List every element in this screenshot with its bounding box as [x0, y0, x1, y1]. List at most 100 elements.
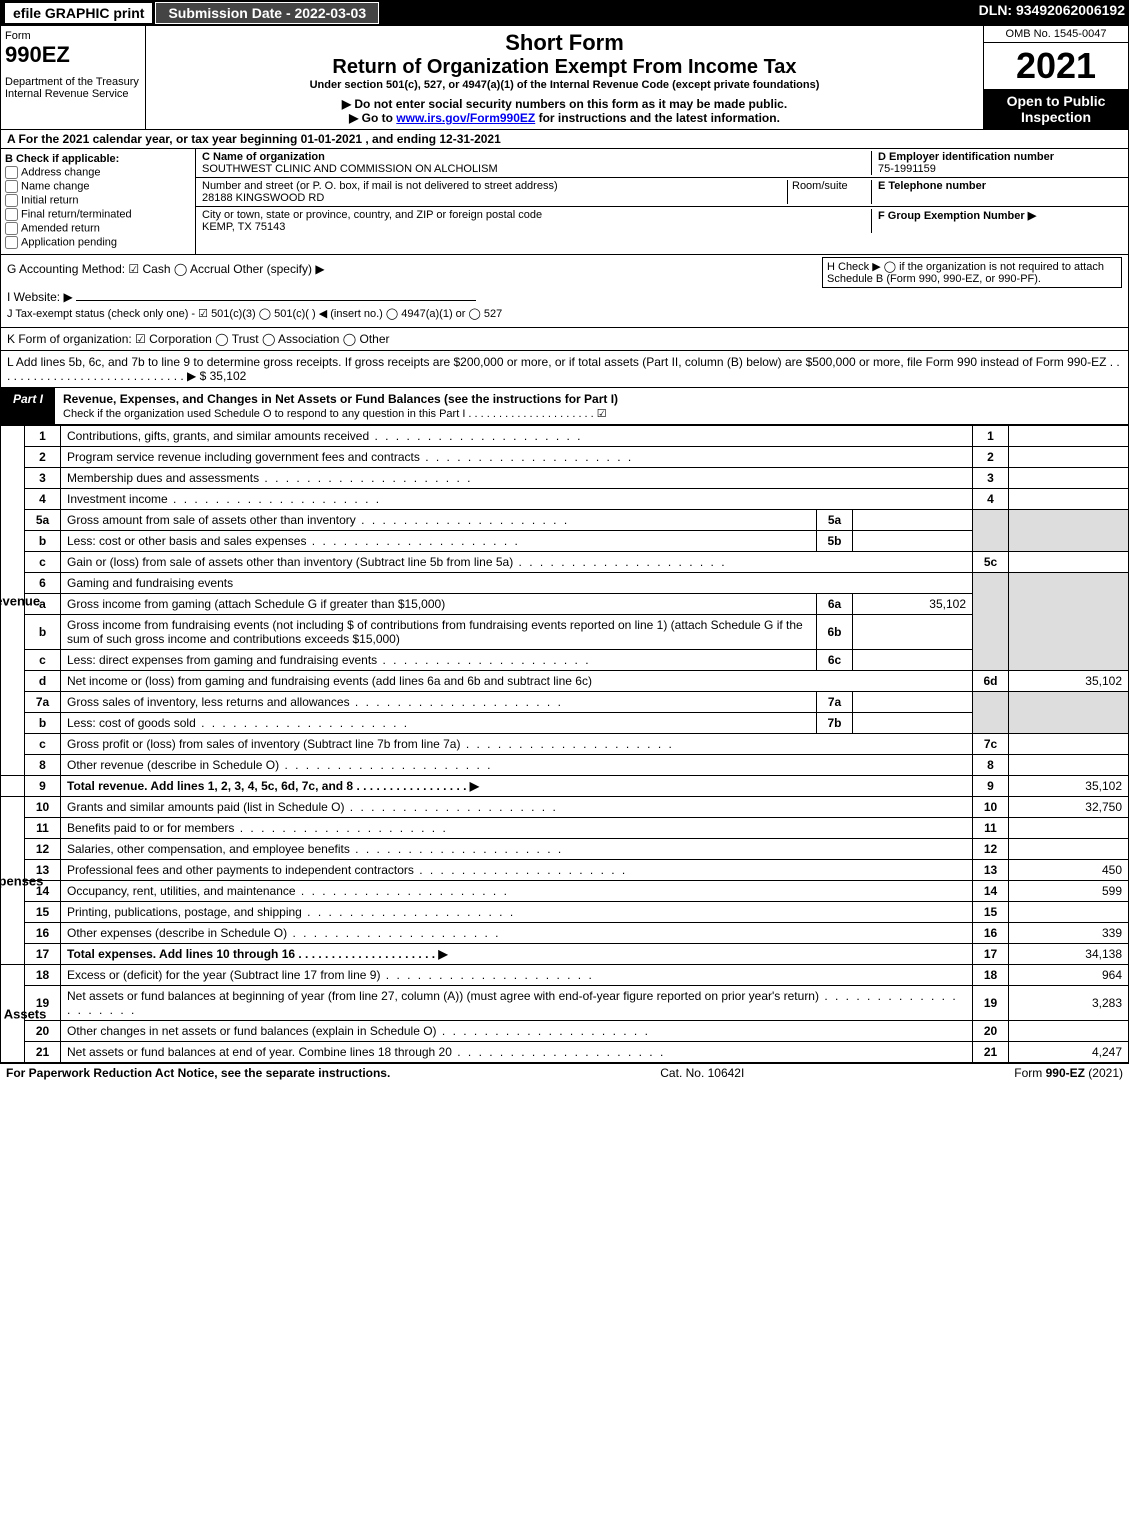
line-20-ln: 20	[973, 1021, 1009, 1042]
cb-initial-return-input[interactable]	[5, 194, 18, 207]
link-pre: ▶ Go to	[349, 111, 396, 125]
part1-header: Part I Revenue, Expenses, and Changes in…	[0, 388, 1129, 425]
line-8-val	[1009, 755, 1129, 776]
part1-title: Revenue, Expenses, and Changes in Net As…	[63, 392, 618, 406]
line-18-desc: Excess or (deficit) for the year (Subtra…	[67, 968, 380, 982]
page-footer: For Paperwork Reduction Act Notice, see …	[0, 1063, 1129, 1082]
line-10-num: 10	[25, 797, 61, 818]
line-7b-num: b	[25, 713, 61, 734]
b-header: B Check if applicable:	[5, 153, 191, 165]
street-label: Number and street (or P. O. box, if mail…	[202, 180, 787, 192]
line-4-desc: Investment income	[67, 492, 168, 506]
line-9-ln: 9	[973, 776, 1009, 797]
room-suite-label: Room/suite	[787, 180, 867, 204]
short-form-title: Short Form	[150, 30, 979, 56]
cb-name-change[interactable]: Name change	[5, 180, 191, 193]
line-5a-num: 5a	[25, 510, 61, 531]
line-7b-sub: 7b	[817, 713, 853, 734]
line-7c-num: c	[25, 734, 61, 755]
cb-name-change-input[interactable]	[5, 180, 18, 193]
cb-amended-return[interactable]: Amended return	[5, 222, 191, 235]
line-7a-num: 7a	[25, 692, 61, 713]
line-7a-sub: 7a	[817, 692, 853, 713]
line-21-val: 4,247	[1009, 1042, 1129, 1063]
line-3-desc: Membership dues and assessments	[67, 471, 259, 485]
line-7c-val	[1009, 734, 1129, 755]
line-18-num: 18	[25, 965, 61, 986]
tax-year: 2021	[984, 43, 1128, 89]
line-5c-desc: Gain or (loss) from sale of assets other…	[67, 555, 513, 569]
line-6a-sub: 6a	[817, 594, 853, 615]
expenses-section-label: Expenses	[0, 873, 43, 888]
line-2-ln: 2	[973, 447, 1009, 468]
cb-final-return-input[interactable]	[5, 208, 18, 221]
line-5c-ln: 5c	[973, 552, 1009, 573]
line-6c-desc: Less: direct expenses from gaming and fu…	[67, 653, 377, 667]
line-11-val	[1009, 818, 1129, 839]
main-title: Return of Organization Exempt From Incom…	[150, 56, 979, 79]
line-12-desc: Salaries, other compensation, and employ…	[67, 842, 350, 856]
line-5a-sub: 5a	[817, 510, 853, 531]
line-8-ln: 8	[973, 755, 1009, 776]
line-2-num: 2	[25, 447, 61, 468]
line-5a-sv	[853, 510, 973, 531]
form-word: Form	[5, 30, 31, 42]
line-19-val: 3,283	[1009, 986, 1129, 1021]
line-7b-sv	[853, 713, 973, 734]
netassets-section-label: Net Assets	[0, 1006, 46, 1021]
d-ein-label: D Employer identification number	[878, 151, 1122, 163]
line-6b-sv	[853, 615, 973, 650]
part1-table: Revenue 1 Contributions, gifts, grants, …	[0, 425, 1129, 1063]
cb-initial-return[interactable]: Initial return	[5, 194, 191, 207]
cb-application-pending-input[interactable]	[5, 236, 18, 249]
part1-sub: Check if the organization used Schedule …	[63, 408, 607, 420]
footer-left: For Paperwork Reduction Act Notice, see …	[6, 1066, 390, 1080]
line-3-ln: 3	[973, 468, 1009, 489]
cb-amended-return-input[interactable]	[5, 222, 18, 235]
efile-button[interactable]: efile GRAPHIC print	[4, 2, 153, 24]
line-1-val	[1009, 426, 1129, 447]
cb-application-pending[interactable]: Application pending	[5, 236, 191, 249]
line-6d-ln: 6d	[973, 671, 1009, 692]
rows-ghij: H Check ▶ ◯ if the organization is not r…	[0, 255, 1129, 328]
line-21-num: 21	[25, 1042, 61, 1063]
h-schedule-b: H Check ▶ ◯ if the organization is not r…	[822, 257, 1122, 288]
line-6-num: 6	[25, 573, 61, 594]
cb-address-change-input[interactable]	[5, 166, 18, 179]
j-tax-exempt: J Tax-exempt status (check only one) - ☑…	[7, 307, 1122, 320]
omb-number: OMB No. 1545-0047	[984, 26, 1128, 43]
line-19-ln: 19	[973, 986, 1009, 1021]
line-5b-sv	[853, 531, 973, 552]
line-6b-sub: 6b	[817, 615, 853, 650]
line-16-desc: Other expenses (describe in Schedule O)	[67, 926, 287, 940]
cb-final-return[interactable]: Final return/terminated	[5, 208, 191, 221]
line-11-desc: Benefits paid to or for members	[67, 821, 234, 835]
line-17-val: 34,138	[1009, 944, 1129, 965]
line-4-val	[1009, 489, 1129, 510]
revenue-section-label: Revenue	[0, 593, 40, 608]
line-16-num: 16	[25, 923, 61, 944]
dln: DLN: 93492062006192	[979, 2, 1125, 24]
line-3-val	[1009, 468, 1129, 489]
line-10-ln: 10	[973, 797, 1009, 818]
line-1-desc: Contributions, gifts, grants, and simila…	[67, 429, 369, 443]
footer-center: Cat. No. 10642I	[660, 1066, 744, 1080]
irs-link[interactable]: www.irs.gov/Form990EZ	[396, 111, 535, 125]
footer-right: Form 990-EZ (2021)	[1014, 1066, 1123, 1080]
line-6b-num: b	[25, 615, 61, 650]
form-header: Form 990EZ Department of the Treasury In…	[0, 26, 1129, 130]
line-5b-num: b	[25, 531, 61, 552]
line-9-desc: Total revenue. Add lines 1, 2, 3, 4, 5c,…	[67, 779, 479, 793]
line-15-num: 15	[25, 902, 61, 923]
line-7a-sv	[853, 692, 973, 713]
city-value: KEMP, TX 75143	[202, 221, 867, 233]
line-14-desc: Occupancy, rent, utilities, and maintena…	[67, 884, 296, 898]
org-name: SOUTHWEST CLINIC AND COMMISSION ON ALCHO…	[202, 163, 867, 175]
line-4-num: 4	[25, 489, 61, 510]
line-7a-desc: Gross sales of inventory, less returns a…	[67, 695, 350, 709]
open-inspection: Open to Public Inspection	[984, 89, 1128, 129]
k-form-of-org: K Form of organization: ☑ Corporation ◯ …	[0, 328, 1129, 351]
line-13-ln: 13	[973, 860, 1009, 881]
irs-label: Internal Revenue Service	[5, 88, 141, 100]
cb-address-change[interactable]: Address change	[5, 166, 191, 179]
